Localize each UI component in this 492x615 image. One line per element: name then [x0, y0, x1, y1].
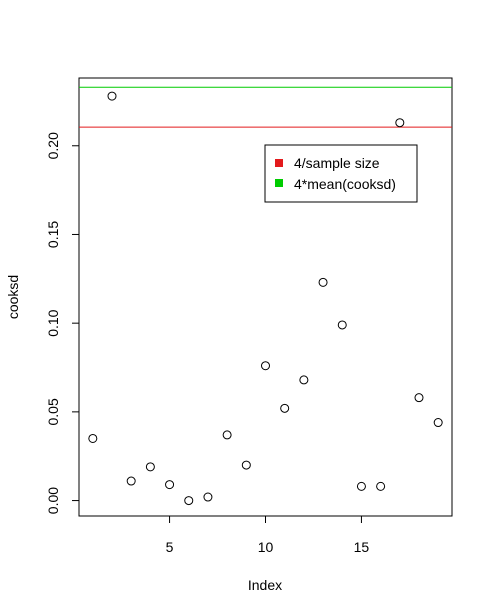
data-point-14 [337, 320, 347, 330]
data-point-15 [356, 481, 366, 491]
data-point-10 [261, 361, 270, 371]
data-point-18 [414, 393, 424, 403]
y-tick-label: 0.00 [45, 487, 61, 514]
data-point-3 [126, 476, 136, 486]
data-point-16 [376, 481, 386, 491]
x-axis: 5 10 15 [166, 515, 370, 555]
data-point-5 [165, 480, 175, 490]
data-point-2 [107, 91, 117, 101]
data-point-11 [280, 403, 290, 413]
data-point-12 [299, 375, 309, 385]
data-points [88, 91, 443, 506]
legend: 4/sample size 4*mean(cooksd) [264, 144, 418, 203]
y-tick-label: 0.20 [45, 132, 61, 159]
x-tick-label: 10 [258, 539, 274, 555]
data-point-6 [184, 496, 194, 506]
y-axis-label: cooksd [5, 275, 21, 319]
data-point-9 [241, 460, 251, 470]
data-point-13 [318, 277, 328, 287]
plot-frame [78, 77, 453, 517]
legend-label-mean-cooksd: 4*mean(cooksd) [294, 176, 396, 192]
data-point-4 [145, 462, 155, 472]
x-tick-label: 5 [166, 539, 174, 555]
data-point-8 [222, 430, 232, 440]
y-axis: 0.00 0.05 0.10 0.15 0.20 [45, 132, 80, 514]
legend-swatch-mean-cooksd [275, 179, 283, 187]
data-point-19 [433, 418, 443, 428]
legend-label-sample-size: 4/sample size [294, 155, 380, 171]
data-point-17 [395, 118, 405, 128]
legend-swatch-sample-size [275, 159, 283, 167]
x-axis-label: Index [248, 577, 282, 593]
data-point-7 [203, 492, 213, 502]
data-point-1 [88, 433, 98, 443]
x-tick-label: 15 [354, 539, 370, 555]
y-tick-label: 0.05 [45, 398, 61, 425]
legend-box [264, 144, 418, 203]
threshold-lines [79, 86, 452, 128]
y-tick-label: 0.10 [45, 309, 61, 336]
y-tick-label: 0.15 [45, 221, 61, 248]
